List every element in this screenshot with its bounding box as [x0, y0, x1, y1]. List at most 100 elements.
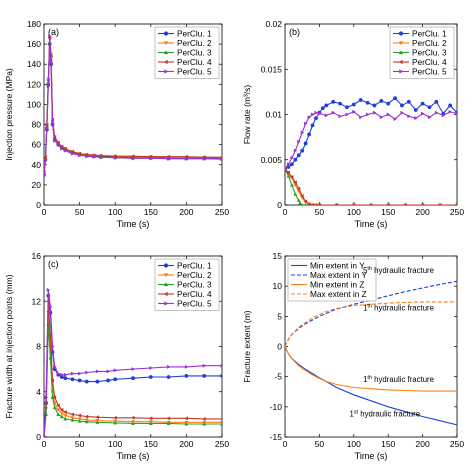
data-point — [46, 287, 51, 292]
x-tick-label: 0 — [42, 439, 47, 449]
legend-marker — [163, 41, 169, 46]
panel-label: (c) — [48, 259, 59, 269]
annotation: 5th hydraulic fracture — [363, 266, 434, 275]
legend-marker — [399, 69, 404, 74]
data-point — [372, 110, 377, 115]
x-tick-label: 250 — [215, 439, 229, 449]
legend-marker — [398, 50, 404, 55]
x-tick-label: 150 — [144, 207, 158, 217]
legend-marker — [163, 263, 169, 268]
data-point — [113, 368, 118, 373]
data-point — [84, 379, 89, 384]
data-point — [358, 98, 363, 102]
y-tick-label: 0.01 — [265, 110, 282, 120]
y-tick-label: 16 — [32, 251, 42, 261]
data-point — [298, 201, 303, 205]
y-axis-label: Fracture width at injection points (mm) — [4, 274, 14, 418]
y-tick-label: 160 — [27, 39, 41, 49]
data-point — [331, 99, 336, 104]
data-point — [63, 148, 68, 153]
data-point — [293, 148, 298, 153]
data-point — [420, 101, 425, 106]
legend-marker — [398, 31, 404, 36]
data-point — [131, 367, 136, 372]
data-point — [59, 407, 64, 412]
data-point — [44, 158, 48, 163]
data-point — [202, 363, 207, 368]
data-point — [285, 167, 288, 170]
x-axis-label: Time (s) — [117, 219, 150, 229]
data-point — [63, 410, 67, 415]
y-tick-label: 0 — [36, 432, 41, 442]
data-point — [95, 379, 100, 384]
data-point — [296, 153, 301, 158]
panel-label: (a) — [48, 27, 59, 37]
data-point — [372, 103, 377, 108]
data-point — [220, 156, 222, 161]
data-point — [300, 193, 304, 198]
legend-label: PerClu. 2 — [177, 38, 212, 48]
y-tick-label: 0 — [277, 342, 282, 352]
data-point — [77, 378, 82, 383]
data-point — [320, 106, 325, 111]
x-tick-label: 150 — [144, 439, 158, 449]
data-point — [317, 202, 321, 205]
data-point — [106, 378, 110, 383]
x-tick-label: 150 — [381, 439, 395, 449]
data-point — [44, 395, 49, 400]
y-tick-label: -15 — [270, 432, 283, 442]
data-point — [85, 154, 89, 159]
data-point — [300, 130, 305, 135]
data-point — [219, 420, 222, 425]
legend-label: PerClu. 5 — [412, 67, 447, 77]
data-point — [51, 344, 55, 349]
data-point — [386, 112, 391, 117]
data-point — [293, 157, 298, 162]
data-point — [310, 112, 315, 117]
data-point — [455, 111, 457, 116]
data-point — [406, 99, 411, 104]
legend-label: PerClu. 4 — [412, 57, 447, 67]
data-point — [44, 173, 47, 177]
data-point — [148, 421, 153, 425]
data-point — [113, 377, 118, 382]
data-point — [434, 110, 439, 115]
data-point — [49, 60, 54, 65]
data-point — [56, 403, 60, 408]
data-point — [166, 416, 171, 421]
y-tick-label: 40 — [32, 160, 42, 170]
data-point — [400, 103, 404, 108]
data-point — [286, 162, 291, 167]
x-axis-label: Time (s) — [355, 219, 388, 229]
legend-label: PerClu. 3 — [412, 48, 447, 58]
data-point — [44, 435, 47, 437]
data-point — [393, 117, 398, 122]
series-group — [44, 287, 222, 437]
data-point — [427, 105, 432, 110]
data-point — [113, 155, 118, 160]
y-tick-label: 15 — [273, 251, 283, 261]
data-point — [202, 421, 207, 426]
data-point — [46, 84, 51, 89]
data-point — [52, 395, 57, 400]
data-point — [130, 415, 135, 420]
legend-label: PerClu. 1 — [412, 29, 447, 39]
legend-label: Max extent in Y — [310, 270, 367, 280]
data-point — [413, 108, 418, 112]
y-axis-label: Injection pressure (MPa) — [4, 68, 14, 161]
y-tick-label: 4 — [36, 387, 41, 397]
data-point — [352, 109, 356, 114]
data-point — [63, 372, 68, 377]
data-point — [70, 412, 75, 417]
data-point — [85, 370, 89, 375]
data-point — [167, 364, 171, 369]
data-point — [359, 115, 363, 120]
x-tick-label: 0 — [283, 439, 288, 449]
legend-label: PerClu. 2 — [412, 38, 447, 48]
data-point — [77, 413, 82, 418]
data-point — [56, 142, 61, 147]
legend-marker — [163, 31, 169, 36]
x-tick-label: 150 — [381, 207, 395, 217]
